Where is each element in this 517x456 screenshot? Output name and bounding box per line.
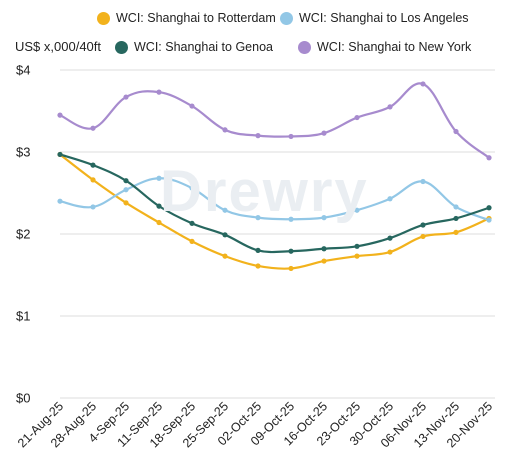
data-point	[420, 233, 426, 240]
y-tick-label: $2	[16, 227, 30, 242]
data-point	[354, 114, 360, 121]
data-point	[189, 220, 195, 226]
data-point	[222, 127, 228, 133]
data-point	[57, 198, 63, 204]
legend-dot-icon	[115, 40, 128, 54]
series-line-new-york	[58, 82, 491, 159]
legend-item-new-york: WCI: Shanghai to New York	[298, 40, 471, 54]
y-tick-label: $0	[16, 391, 30, 406]
data-point	[255, 133, 261, 139]
data-point	[321, 130, 327, 136]
data-point	[156, 89, 162, 95]
legend-label: WCI: Shanghai to Genoa	[134, 40, 273, 54]
data-point	[354, 207, 360, 213]
data-point	[123, 200, 129, 206]
series-lines	[58, 82, 491, 270]
data-point	[486, 155, 492, 161]
data-point	[420, 222, 426, 228]
data-point	[156, 203, 162, 209]
data-point	[57, 112, 63, 118]
legend-dot-icon	[97, 11, 110, 25]
series-line-rotterdam	[58, 153, 491, 270]
data-point	[288, 216, 294, 222]
series-points	[57, 81, 492, 272]
data-point	[321, 246, 327, 252]
data-point	[222, 232, 228, 238]
data-point	[387, 249, 393, 255]
data-point	[90, 204, 96, 210]
data-point	[288, 248, 294, 254]
legend-label: WCI: Shanghai to Rotterdam	[116, 11, 276, 25]
data-point	[189, 238, 195, 244]
data-point	[453, 128, 459, 135]
data-point	[288, 133, 294, 140]
data-point	[387, 235, 393, 241]
data-point	[90, 162, 96, 168]
series-line-genoa	[58, 153, 491, 254]
x-axis-ticks: 21-Aug-2528-Aug-254-Sep-2511-Sep-2518-Se…	[15, 399, 495, 450]
data-point	[123, 187, 129, 193]
y-axis-unit-label: US$ x,000/40ft	[15, 39, 101, 54]
data-point	[222, 207, 228, 213]
data-point	[453, 215, 459, 222]
grid-lines	[60, 69, 495, 399]
data-point	[90, 177, 96, 183]
data-point	[387, 104, 393, 110]
legend-dot-icon	[298, 40, 311, 54]
data-point	[189, 185, 195, 191]
data-point	[156, 175, 162, 181]
legend-label: WCI: Shanghai to New York	[317, 40, 472, 54]
data-point	[354, 243, 360, 249]
data-point	[354, 253, 360, 259]
data-point	[453, 204, 459, 210]
data-point	[321, 258, 327, 264]
data-point	[321, 215, 327, 221]
data-point	[255, 263, 261, 269]
watermark-logo: Drewry	[160, 159, 369, 224]
legend-item-genoa: WCI: Shanghai to Genoa	[115, 40, 273, 54]
y-tick-label: $1	[16, 309, 30, 324]
data-point	[156, 219, 162, 226]
data-point	[255, 247, 261, 253]
data-point	[420, 81, 426, 87]
y-axis-ticks: $0 $1 $2 $3 $4	[16, 63, 30, 406]
series-line-los-angeles	[58, 177, 491, 222]
data-point	[57, 151, 63, 158]
data-point	[453, 229, 459, 235]
data-point	[387, 196, 393, 202]
data-point	[420, 178, 426, 185]
legend-item-rotterdam: WCI: Shanghai to Rotterdam	[97, 11, 276, 25]
legend-label: WCI: Shanghai to Los Angeles	[299, 11, 469, 25]
legend-dot-icon	[280, 11, 293, 25]
data-point	[90, 125, 96, 131]
data-point	[123, 178, 129, 184]
data-point	[288, 265, 294, 272]
data-point	[123, 94, 129, 100]
y-tick-label: $3	[16, 145, 30, 160]
y-tick-label: $4	[16, 63, 30, 78]
data-point	[486, 217, 492, 223]
data-point	[486, 205, 492, 211]
legend-item-los-angeles: WCI: Shanghai to Los Angeles	[280, 11, 469, 25]
data-point	[255, 215, 261, 221]
data-point	[189, 103, 195, 109]
data-point	[222, 253, 228, 259]
